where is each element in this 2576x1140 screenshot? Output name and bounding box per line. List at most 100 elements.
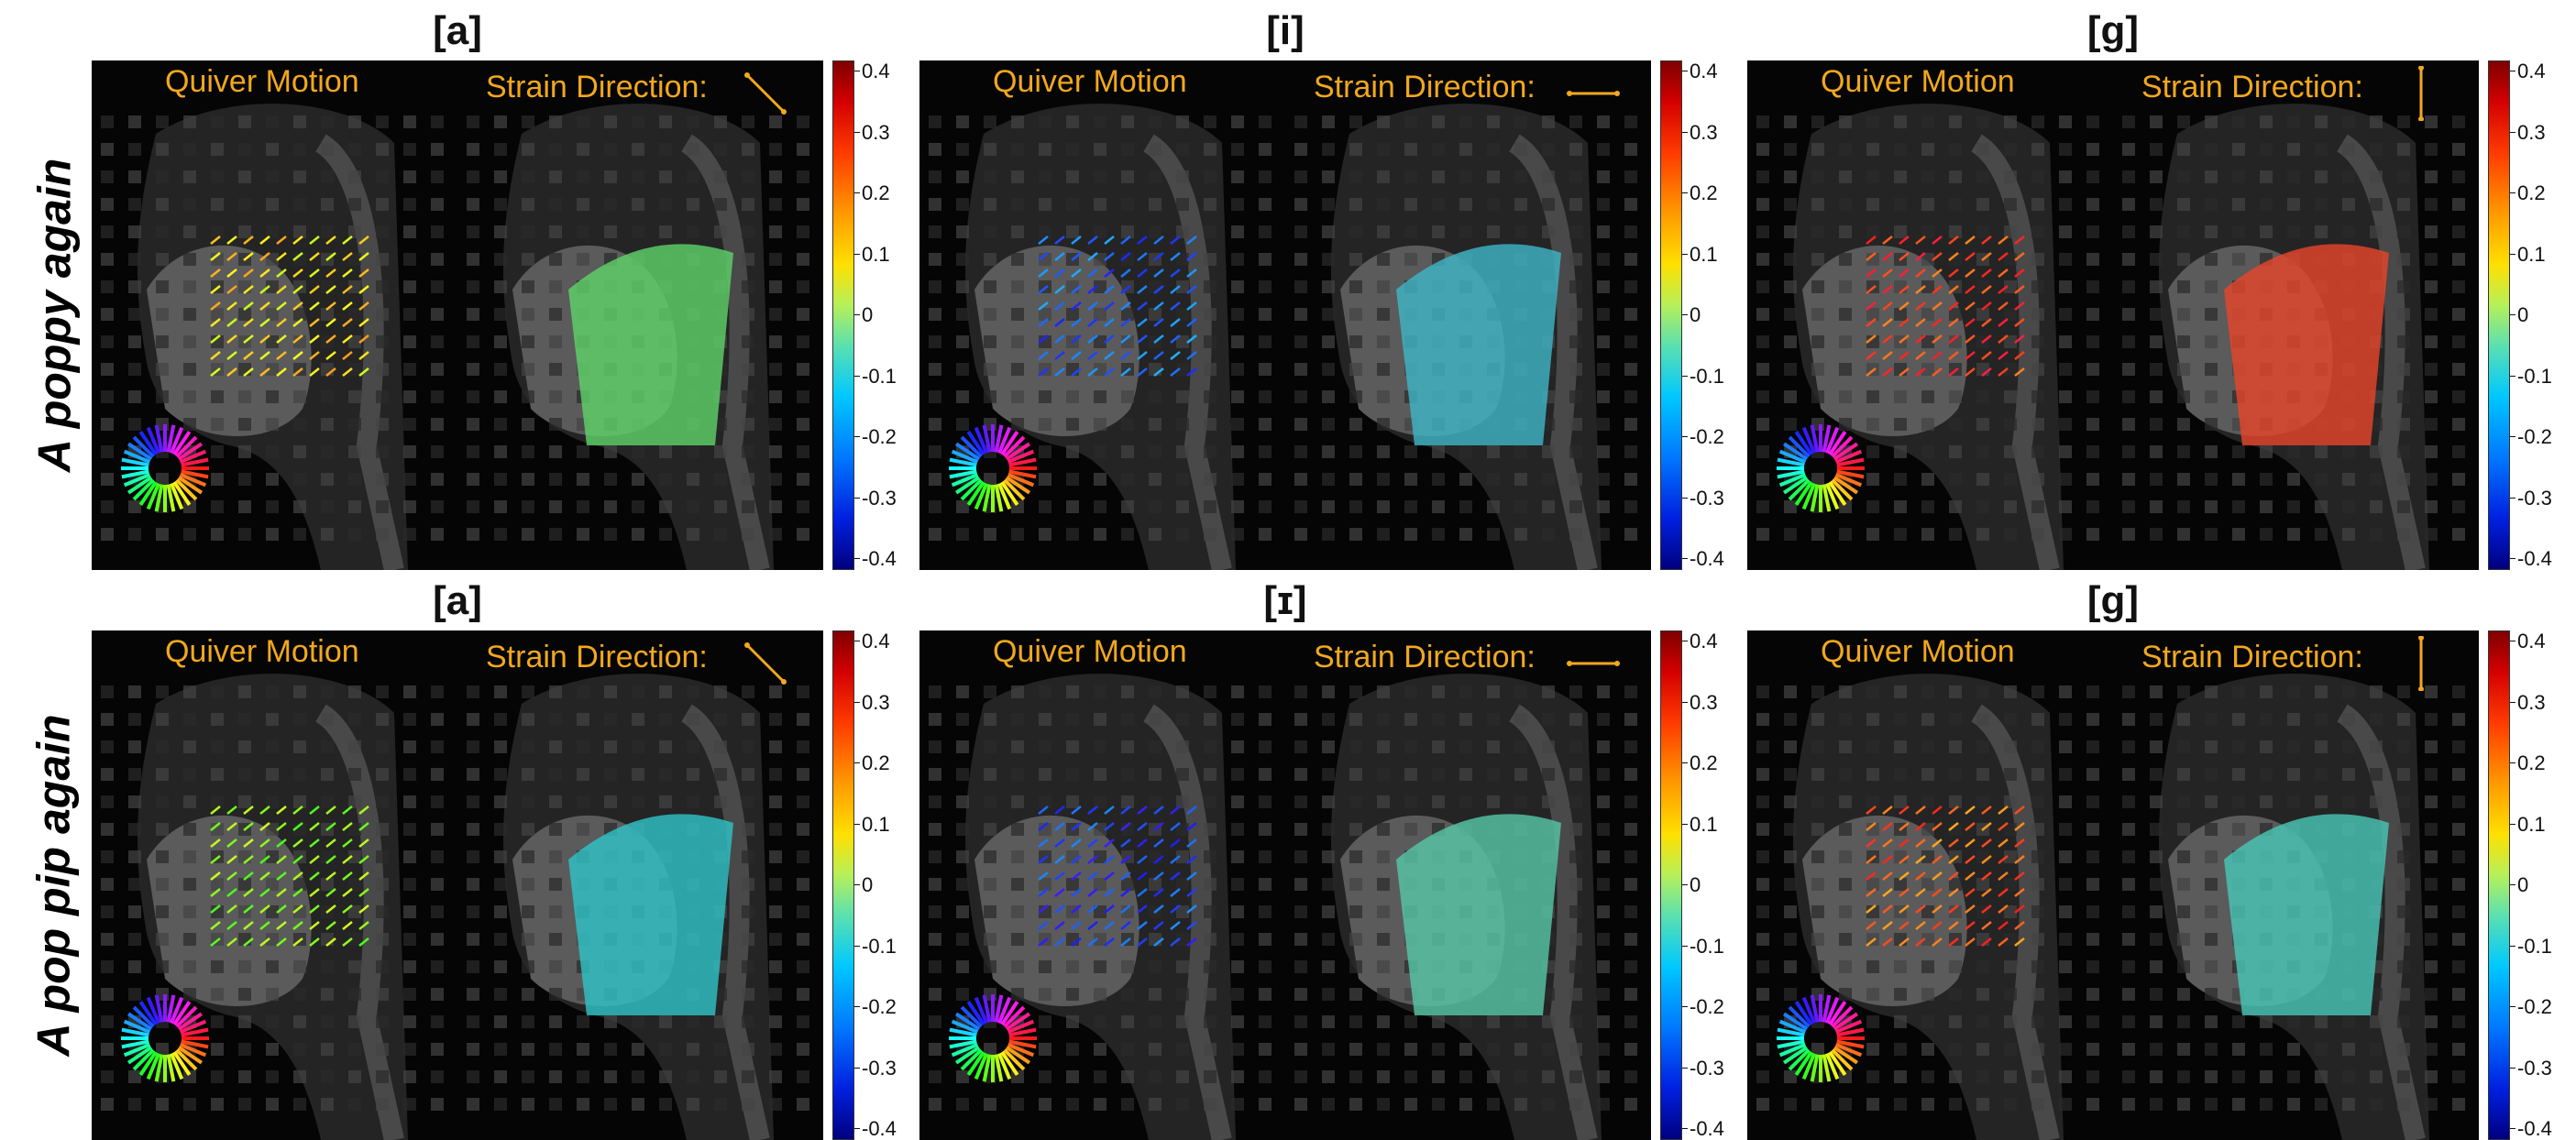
- colorbar-tick-label: -0.1: [2510, 364, 2552, 388]
- strain-overlay: [2224, 814, 2389, 1015]
- colorbar-ticks: 0.4 0.3 0.2 0.1 0 -0.1 -0.2 -0.3 -0.4: [2509, 60, 2576, 570]
- strain-direction-label: Strain Direction:: [486, 70, 708, 104]
- title-row2-col1: [a]: [433, 578, 482, 623]
- colorbar-tick-label: 0.1: [1682, 812, 1718, 836]
- strain-direction-label: Strain Direction:: [2141, 70, 2363, 104]
- quiver-arrows: [1038, 236, 1197, 377]
- colorbar-tick-label: 0: [1681, 303, 1701, 326]
- colorbar-tick-label: -0.3: [2510, 1056, 2552, 1080]
- colorbar-tick-label: -0.4: [1682, 547, 1724, 570]
- colorbar-tick-label: 0.3: [2510, 690, 2546, 714]
- colorbar-tick-label: -0.2: [1682, 995, 1724, 1018]
- colorbar-tick-label: 0.4: [1682, 630, 1718, 652]
- colorbar-tick-label: -0.3: [1682, 1056, 1724, 1080]
- row-label-poppy: A poppy again: [28, 158, 81, 473]
- colorbar-tick-label: -0.1: [2510, 934, 2552, 958]
- colorbar-tick-label: -0.2: [854, 425, 897, 448]
- colorbar: [1660, 630, 1682, 1140]
- colorbar-tick-label: 0.4: [854, 630, 890, 652]
- horizontal-arrow-icon: [1567, 661, 1620, 666]
- quiver-motion-label: Quiver Motion: [1821, 634, 2015, 669]
- strain-overlay: [1396, 244, 1561, 445]
- colorbar-tick-label: -0.1: [854, 364, 897, 388]
- colorbar-tick-label: 0: [1681, 873, 1701, 896]
- colorbar-tick-label: -0.1: [1682, 364, 1724, 388]
- colorbar-tick-label: 0: [2509, 303, 2529, 326]
- colorbar-tick-label: 0.1: [2510, 812, 2546, 836]
- colorbar-tick-label: 0.4: [2510, 60, 2546, 82]
- colorbar-tick-label: -0.3: [2510, 486, 2552, 510]
- colorbar-tick-label: -0.2: [2510, 995, 2552, 1018]
- quiver-motion-label: Quiver Motion: [993, 64, 1187, 99]
- colorbar-tick-label: 0.2: [854, 751, 890, 774]
- colorbar-tick-label: 0: [853, 303, 874, 326]
- title-row2-col3: [g]: [2086, 578, 2140, 623]
- panel-row2-col2: Quiver Motion Strain Direction:: [919, 630, 1651, 1140]
- horizontal-arrow-icon: [1567, 91, 1620, 96]
- color-wheel-icon: [949, 424, 1037, 512]
- strain-overlay: [568, 244, 733, 445]
- strain-direction-label: Strain Direction:: [1314, 70, 1536, 104]
- colorbar-tick-label: -0.4: [854, 1117, 897, 1140]
- panel-row1-col3: Quiver Motion Strain Direction:: [1747, 60, 2479, 570]
- title-row1-col1: [a]: [433, 8, 482, 53]
- colorbar-ticks: 0.4 0.3 0.2 0.1 0 -0.1 -0.2 -0.3 -0.4: [1681, 60, 1754, 570]
- colorbar-tick-label: 0.4: [854, 60, 890, 82]
- mri-image: [1756, 104, 2465, 570]
- colorbar-tick-label: -0.1: [1682, 934, 1724, 958]
- quiver-arrows: [1866, 236, 2025, 377]
- strain-overlay: [1396, 814, 1561, 1015]
- colorbar-tick-label: 0.3: [1682, 690, 1718, 714]
- colorbar-tick-label: -0.2: [2510, 425, 2552, 448]
- diagonal-arrow-icon: [744, 642, 787, 685]
- colorbar-tick-label: 0.1: [854, 242, 890, 266]
- colorbar-tick-label: 0.3: [2510, 120, 2546, 144]
- colorbar-tick-label: 0.4: [1682, 60, 1718, 82]
- mri-image: [929, 104, 1637, 570]
- colorbar-ticks: 0.4 0.3 0.2 0.1 0 -0.1 -0.2 -0.3 -0.4: [853, 60, 926, 570]
- vertical-arrow-icon: [2418, 636, 2424, 691]
- colorbar-tick-label: -0.3: [854, 486, 897, 510]
- title-row2-col2: [ɪ]: [1263, 578, 1307, 623]
- colorbar: [2488, 630, 2510, 1140]
- colorbar-tick-label: 0.2: [854, 181, 890, 204]
- colorbar-ticks: 0.4 0.3 0.2 0.1 0 -0.1 -0.2 -0.3 -0.4: [853, 630, 926, 1140]
- quiver-motion-label: Quiver Motion: [1821, 64, 2015, 99]
- color-wheel-icon: [1777, 424, 1865, 512]
- colorbar: [832, 630, 854, 1140]
- quiver-arrows: [1866, 806, 2025, 947]
- colorbar-tick-label: 0.2: [2510, 181, 2546, 204]
- colorbar-tick-label: 0.1: [854, 812, 890, 836]
- colorbar-ticks: 0.4 0.3 0.2 0.1 0 -0.1 -0.2 -0.3 -0.4: [1681, 630, 1754, 1140]
- panel-row2-col1: Quiver Motion Strain Direction:: [92, 630, 823, 1140]
- color-wheel-icon: [949, 994, 1037, 1082]
- vertical-arrow-icon: [2418, 66, 2424, 121]
- colorbar-tick-label: 0.3: [1682, 120, 1718, 144]
- quiver-arrows: [210, 806, 369, 947]
- colorbar-ticks: 0.4 0.3 0.2 0.1 0 -0.1 -0.2 -0.3 -0.4: [2509, 630, 2576, 1140]
- colorbar-tick-label: -0.3: [854, 1056, 897, 1080]
- panel-row2-col3: Quiver Motion Strain Direction:: [1747, 630, 2479, 1140]
- quiver-motion-label: Quiver Motion: [165, 634, 359, 669]
- colorbar-tick-label: -0.1: [854, 934, 897, 958]
- colorbar-tick-label: -0.3: [1682, 486, 1724, 510]
- colorbar-tick-label: 0.2: [1682, 751, 1718, 774]
- colorbar-tick-label: 0.3: [854, 690, 890, 714]
- mri-image: [101, 674, 809, 1140]
- colorbar-tick-label: 0.2: [2510, 751, 2546, 774]
- colorbar-tick-label: -0.4: [1682, 1117, 1724, 1140]
- quiver-arrows: [210, 236, 369, 377]
- colorbar-tick-label: 0.2: [1682, 181, 1718, 204]
- colorbar-tick-label: 0: [2509, 873, 2529, 896]
- colorbar-tick-label: 0.1: [2510, 242, 2546, 266]
- color-wheel-icon: [121, 994, 209, 1082]
- strain-overlay: [568, 814, 733, 1015]
- colorbar-tick-label: -0.4: [2510, 547, 2552, 570]
- colorbar-tick-label: 0.4: [2510, 630, 2546, 652]
- strain-direction-label: Strain Direction:: [1314, 640, 1536, 674]
- mri-image: [1756, 674, 2465, 1140]
- colorbar: [1660, 60, 1682, 570]
- colorbar-tick-label: 0.3: [854, 120, 890, 144]
- quiver-motion-label: Quiver Motion: [993, 634, 1187, 669]
- strain-direction-label: Strain Direction:: [2141, 640, 2363, 674]
